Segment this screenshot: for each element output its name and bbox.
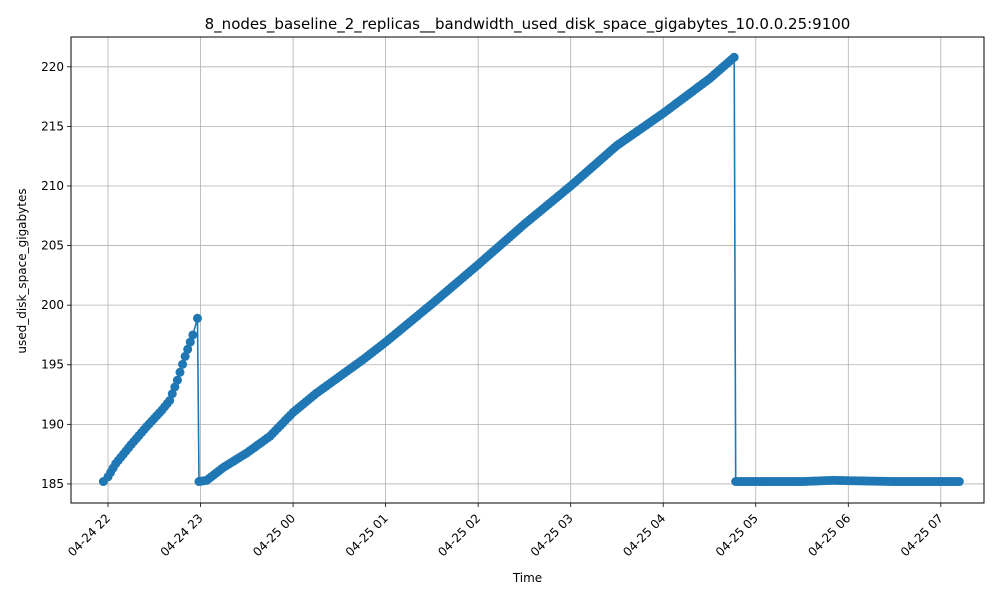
y-axis-label: used_disk_space_gigabytes xyxy=(15,188,29,353)
data-point xyxy=(167,389,177,399)
data-point xyxy=(175,367,185,377)
data-point xyxy=(178,359,188,369)
data-point xyxy=(170,382,180,392)
chart-title: 8_nodes_baseline_2_replicas__bandwidth_u… xyxy=(205,15,851,34)
y-tick-label: 210 xyxy=(41,179,64,193)
series-layer xyxy=(98,52,964,487)
y-tick-label: 195 xyxy=(41,358,64,372)
data-point xyxy=(185,337,195,347)
data-point xyxy=(165,396,175,406)
data-point xyxy=(180,351,190,361)
y-tick-label: 220 xyxy=(41,60,64,74)
data-point xyxy=(729,52,739,62)
y-tick-label: 185 xyxy=(41,477,64,491)
data-point xyxy=(188,330,198,340)
grid xyxy=(71,37,984,503)
y-tick-label: 215 xyxy=(41,119,64,133)
data-point xyxy=(172,375,182,385)
y-tick-label: 205 xyxy=(41,239,64,253)
y-axis: 185 190 195 200 205 210 215 220 xyxy=(41,60,71,491)
data-point xyxy=(192,313,202,323)
y-tick-label: 190 xyxy=(41,417,64,431)
x-axis-label: Time xyxy=(512,571,542,585)
data-point xyxy=(183,344,193,354)
data-point xyxy=(954,477,964,487)
y-tick-label: 200 xyxy=(41,298,64,312)
plot-area-frame xyxy=(70,36,985,504)
